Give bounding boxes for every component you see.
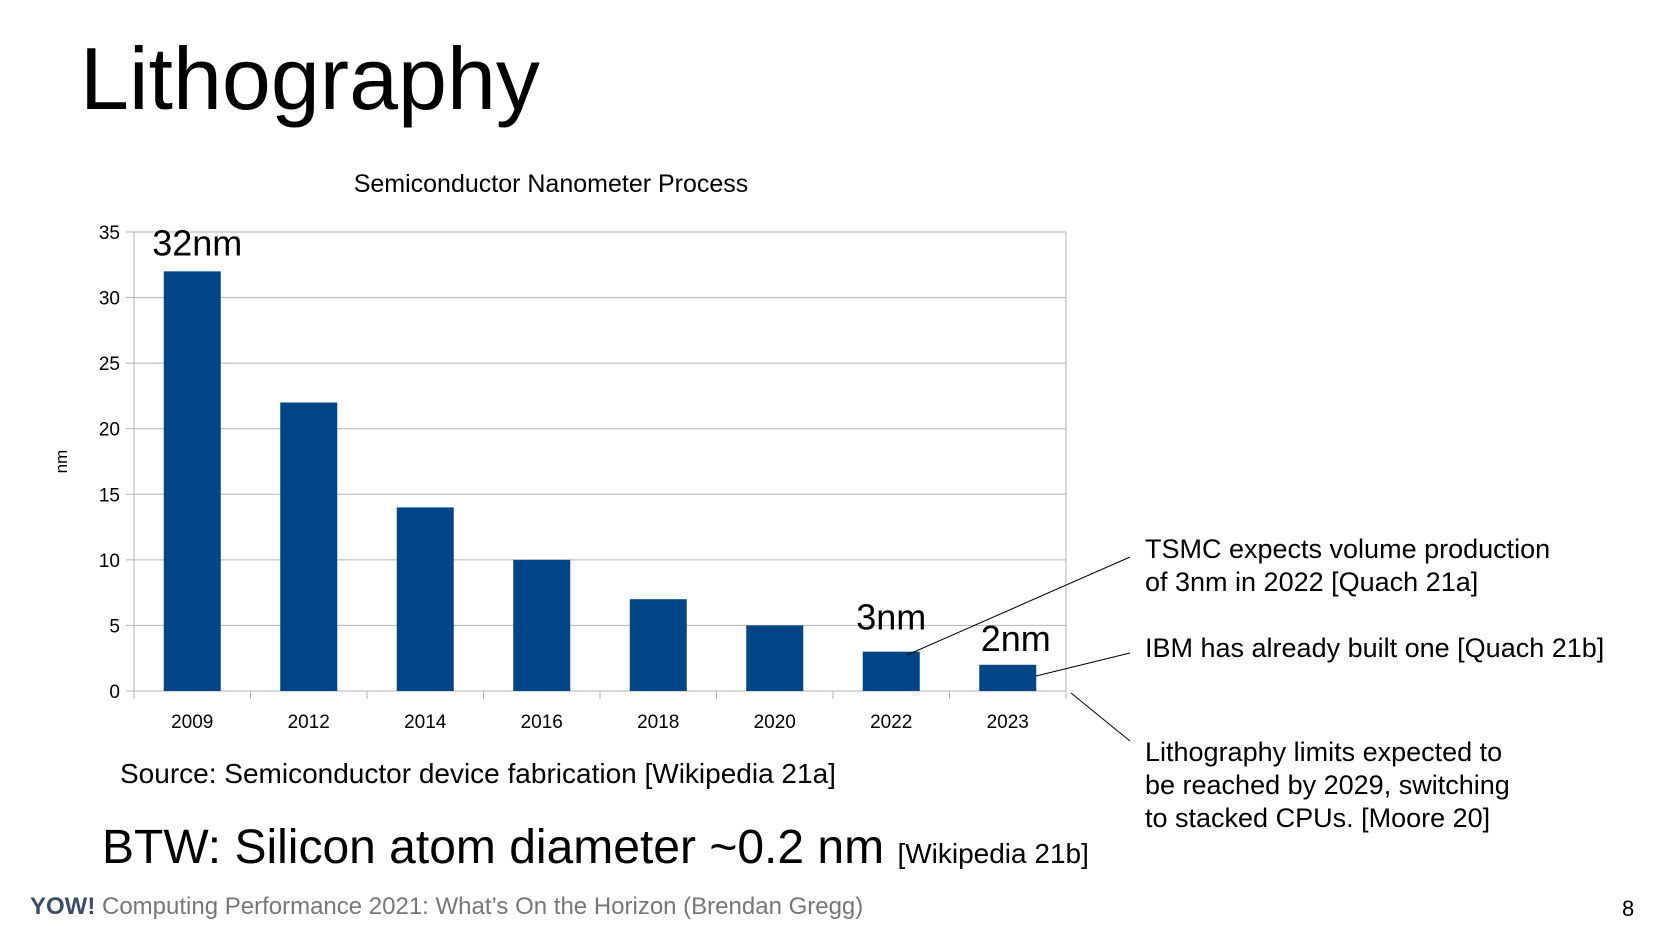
- y-axis-label: nm: [52, 450, 71, 474]
- x-tick-label: 2016: [521, 712, 563, 733]
- leader-line-limits: [1070, 692, 1131, 742]
- bar-annotation: 32nm: [152, 222, 242, 263]
- x-tick-label: 2018: [637, 712, 679, 733]
- bar-2020: [746, 625, 804, 691]
- x-tick-label: 2022: [870, 712, 912, 733]
- note-ibm: IBM has already built one [Quach 21b]: [1145, 632, 1604, 665]
- bar-2023: [979, 664, 1037, 691]
- y-tick-label: 35: [99, 223, 120, 244]
- slide-title: Lithography: [80, 29, 540, 128]
- y-tick-label: 10: [99, 551, 120, 572]
- note-tsmc: TSMC expects volume production of 3nm in…: [1145, 533, 1550, 599]
- note-limits: Lithography limits expected to be reache…: [1145, 736, 1510, 835]
- y-tick-label: 25: [99, 354, 120, 375]
- leader-line-ibm: [1035, 652, 1131, 677]
- x-tick-label: 2014: [404, 712, 447, 733]
- btw-note: BTW: Silicon atom diameter ~0.2 nm [Wiki…: [102, 820, 1089, 875]
- note-line: to stacked CPUs. [Moore 20]: [1145, 803, 1491, 833]
- note-line: of 3nm in 2022 [Quach 21a]: [1145, 567, 1479, 597]
- bar-annotation: 2nm: [981, 618, 1051, 659]
- bar-2014: [396, 507, 454, 691]
- leader-line-tsmc: [906, 556, 1131, 656]
- x-tick-label: 2020: [754, 712, 796, 733]
- note-line: be reached by 2029, switching: [1145, 770, 1510, 800]
- note-line: IBM has already built one [Quach 21b]: [1145, 633, 1605, 663]
- chart-title: Semiconductor Nanometer Process: [353, 170, 749, 198]
- page-number: 8: [1622, 896, 1635, 921]
- y-tick-label: 15: [99, 485, 120, 506]
- note-line: Lithography limits expected to: [1145, 737, 1503, 767]
- footer: YOW! Computing Performance 2021: What’s …: [30, 893, 863, 921]
- footer-text: Computing Performance 2021: What’s On th…: [102, 893, 864, 920]
- source-note: Source: Semiconductor device fabrication…: [120, 758, 836, 789]
- y-tick-label: 0: [109, 682, 120, 703]
- footer-brand: YOW!: [30, 893, 96, 920]
- btw-reference: [Wikipedia 21b]: [897, 838, 1089, 869]
- bar-2016: [513, 559, 571, 691]
- note-line: TSMC expects volume production: [1145, 534, 1551, 564]
- bar-2022: [862, 651, 920, 691]
- x-tick-label: 2009: [171, 712, 213, 733]
- x-tick-label: 2023: [987, 712, 1029, 733]
- y-tick-label: 30: [99, 289, 120, 310]
- y-tick-label: 5: [109, 616, 120, 637]
- bar-annotation: 3nm: [856, 597, 926, 638]
- y-tick-label: 20: [99, 420, 120, 441]
- bar-2012: [280, 402, 338, 691]
- bar-2009: [163, 271, 221, 691]
- x-tick-label: 2012: [288, 712, 330, 733]
- btw-text: BTW: Silicon atom diameter ~0.2 nm: [102, 821, 885, 874]
- bar-2018: [629, 599, 687, 691]
